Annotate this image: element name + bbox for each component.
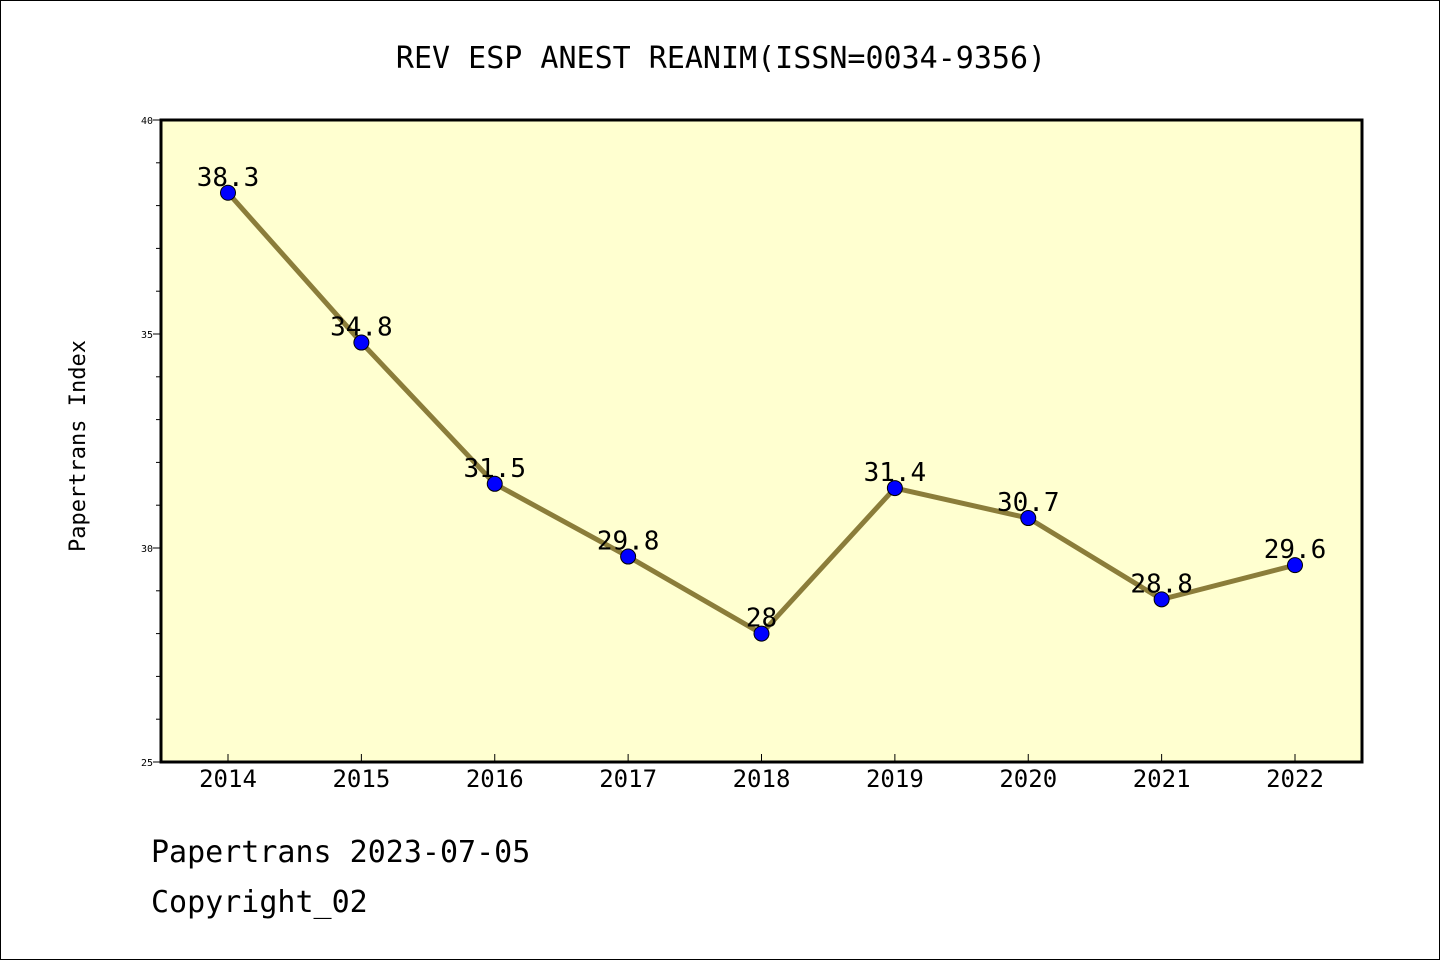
y-axis-ticks: 25 30 35 40 [141,116,161,769]
y-tick-label: 30 [141,544,153,555]
data-point [1020,510,1037,527]
chart-title: REV ESP ANEST REANIM(ISSN=0034-9356) [396,41,1046,76]
data-label: 31.5 [463,454,526,484]
data-point [1153,591,1170,608]
data-label: 38.3 [197,163,260,193]
y-axis-label: Papertrans Index [66,340,91,552]
plot-area [159,118,1364,764]
data-label: 29.6 [1264,535,1327,565]
x-tick-label: 2016 [466,765,524,793]
x-tick-label: 2017 [599,765,657,793]
data-point [1287,557,1303,574]
data-point [353,334,370,351]
footer-date: Papertrans 2023-07-05 [151,835,531,870]
data-point [620,548,637,565]
x-tick-label: 2019 [866,765,924,793]
data-label: 30.7 [997,488,1060,518]
data-label: 31.4 [864,458,927,488]
x-tick-label: 2014 [199,765,257,793]
y-tick-label: 25 [141,758,153,769]
data-point [886,480,903,497]
y-tick-label: 35 [141,330,153,341]
x-tick-label: 2015 [332,765,390,793]
x-tick-label: 2022 [1266,765,1324,793]
data-point [486,475,503,492]
x-tick-label: 2020 [999,765,1057,793]
data-label: 28 [746,604,777,634]
data-point [753,625,770,642]
data-label: 29.8 [597,527,660,557]
data-label: 34.8 [330,313,393,343]
data-point [220,184,236,201]
data-series: 38.3 34.8 31.5 29.8 28 31.4 30.7 28.8 29.6 [197,163,1327,642]
y-tick-label: 40 [141,116,153,127]
footer-copyright: Copyright_02 [151,885,368,920]
x-tick-label: 2018 [733,765,791,793]
x-tick-label: 2021 [1133,765,1191,793]
data-label: 28.8 [1130,569,1193,599]
x-axis-ticks: 2014 2015 2016 2017 2018 2019 2020 2021 2022 [199,754,1324,793]
